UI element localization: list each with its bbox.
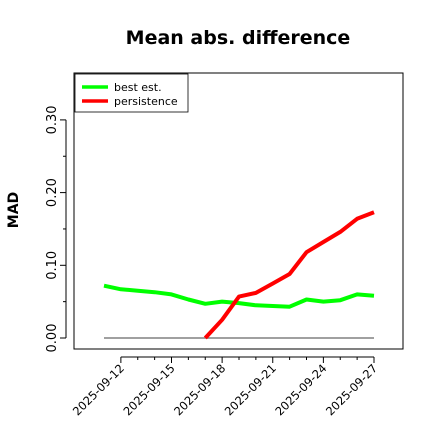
series-line-persistence [203,210,375,340]
y-axis-label: MAD [6,192,22,228]
y-tick-label: 0.20 [45,178,60,207]
y-tick-label: 0.10 [45,251,60,280]
legend-label-best-est: best est. [114,81,162,94]
chart-title: Mean abs. difference [126,27,351,49]
x-tick-label: 2025-09-12 [70,361,127,418]
y-tick-label: 0.30 [45,105,60,134]
y-tick-label: 0.00 [45,324,60,353]
x-tick-label: 2025-09-27 [323,361,380,418]
legend-label-persistence: persistence [114,95,178,108]
legend-box [74,73,189,113]
series-line-best-est [103,283,375,309]
x-tick-label: 2025-09-21 [222,361,279,418]
plot-frame [73,72,404,350]
x-tick-label: 2025-09-18 [171,361,228,418]
x-tick-label: 2025-09-24 [272,361,329,418]
x-tick-label: 2025-09-15 [120,361,177,418]
legend: best est. persistence [74,73,189,113]
